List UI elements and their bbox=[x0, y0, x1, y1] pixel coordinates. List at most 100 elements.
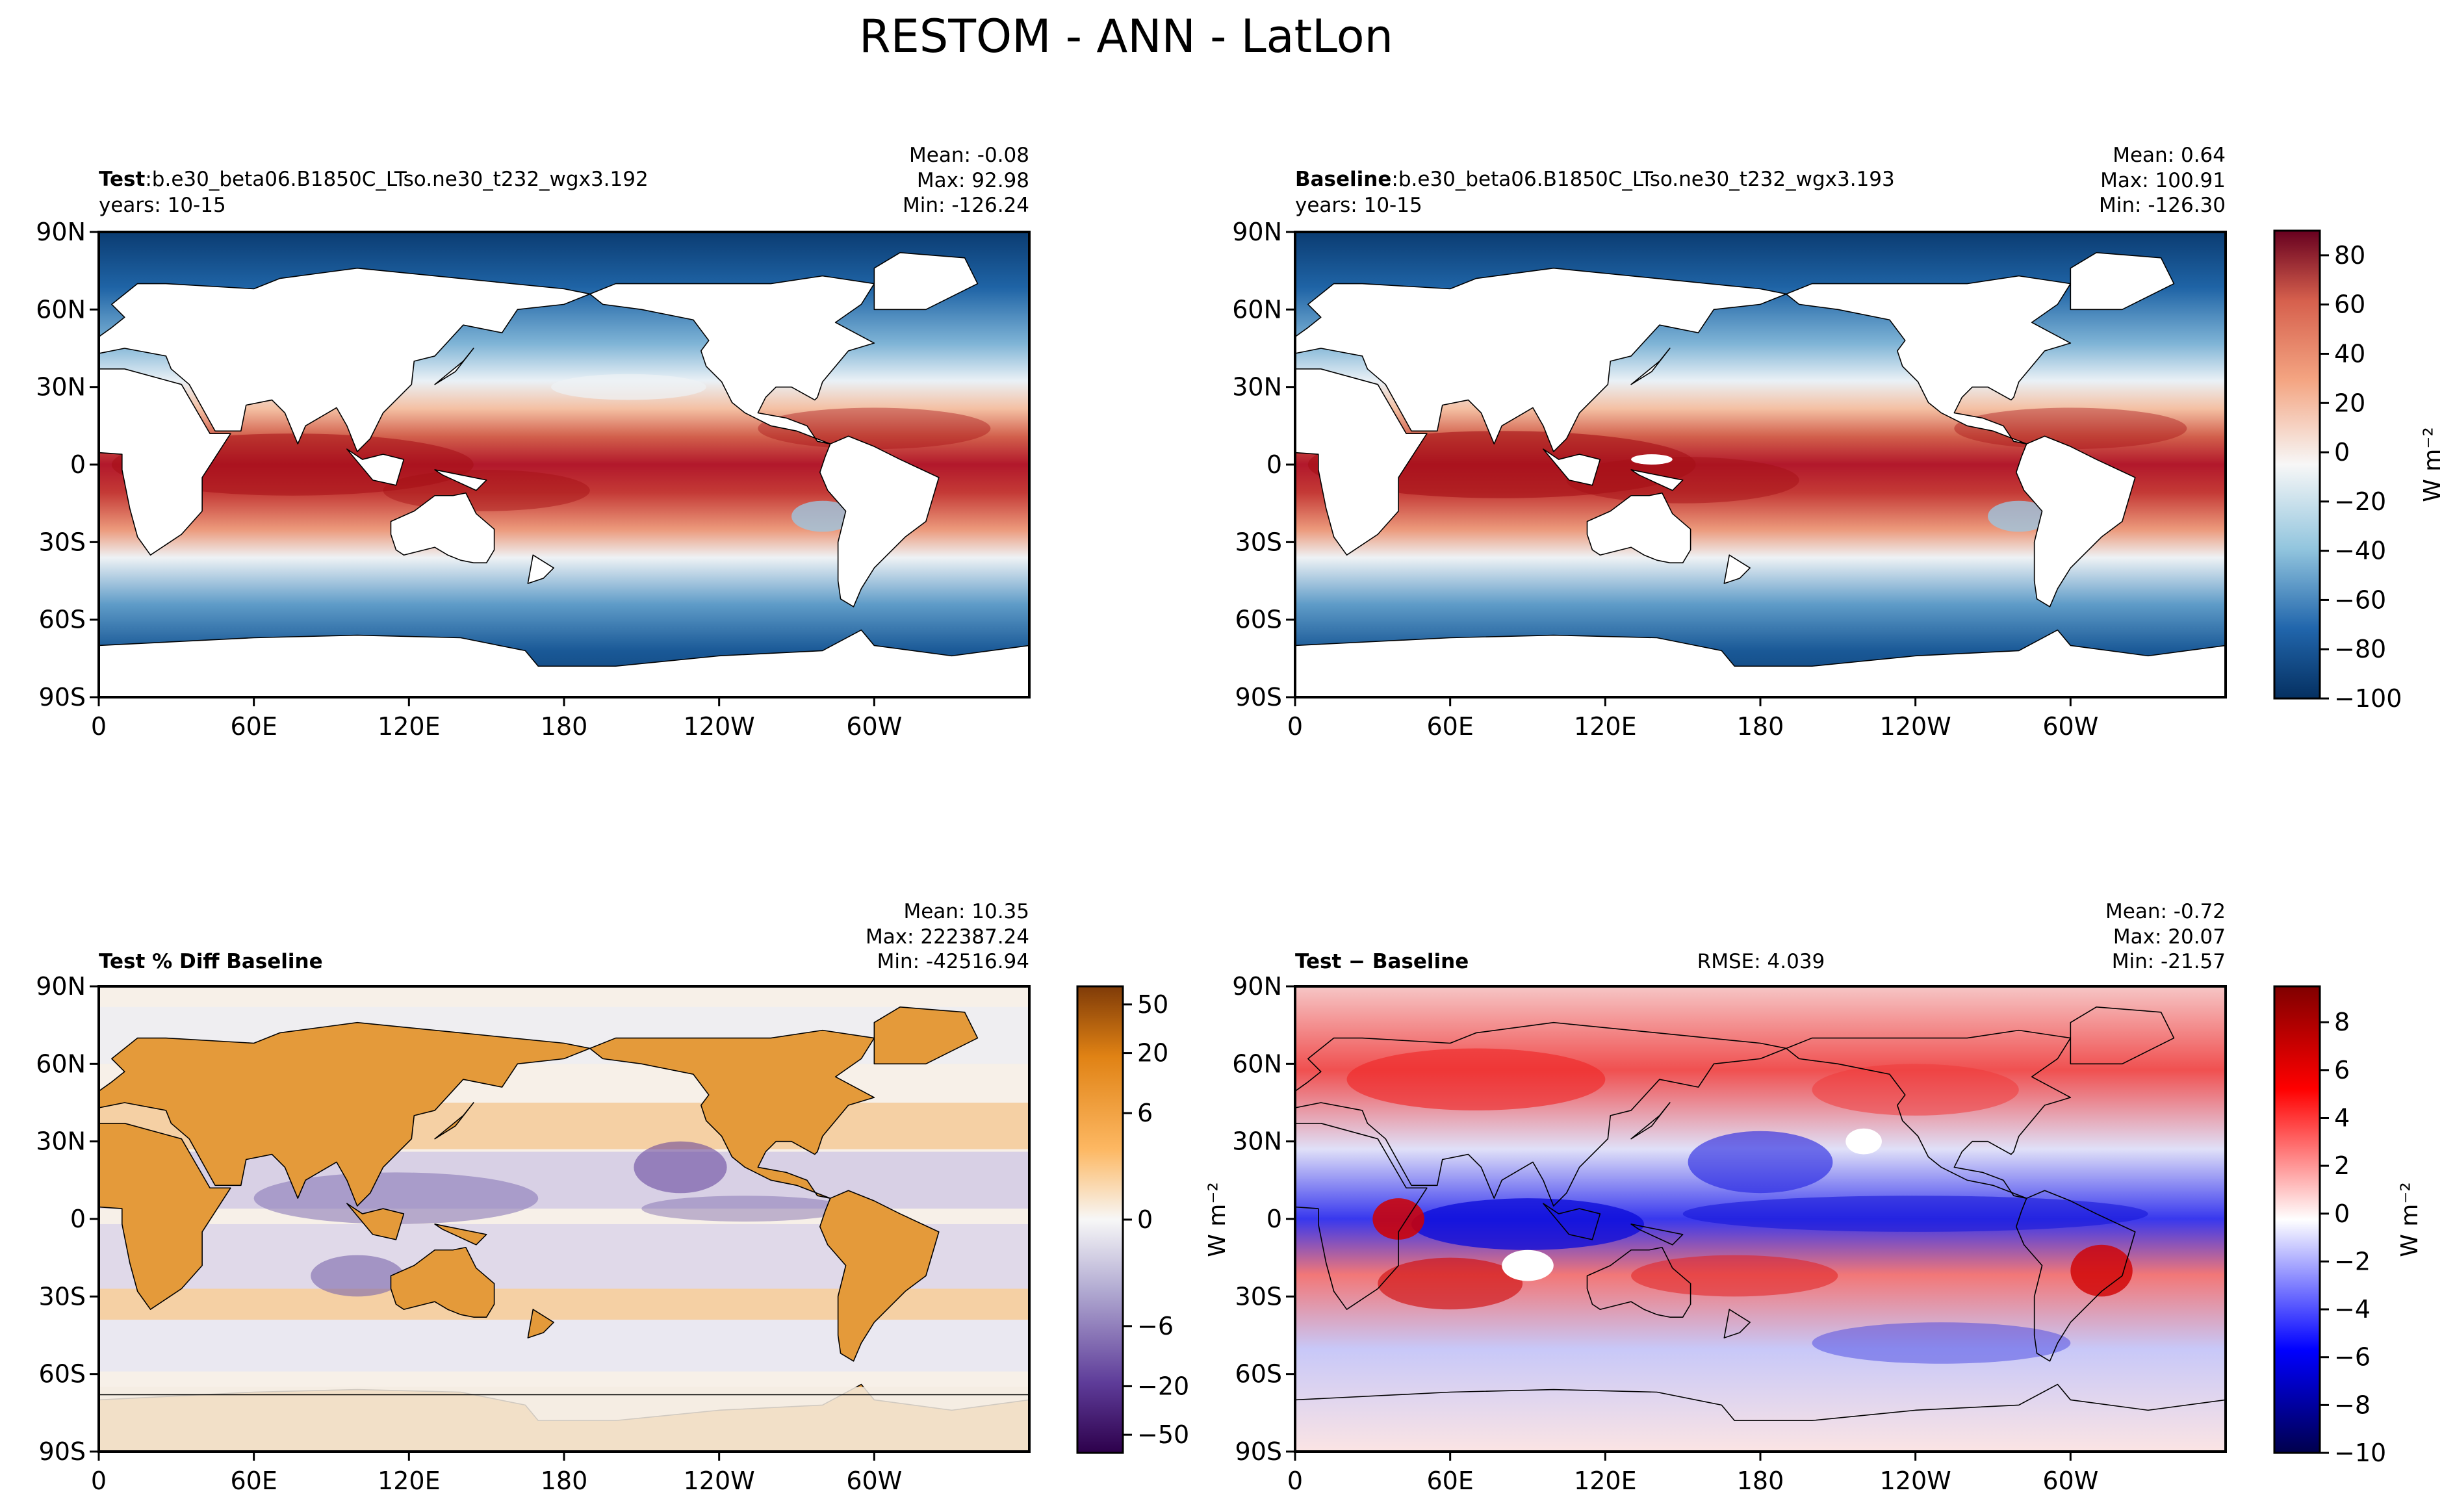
lat-tick-label: 90S bbox=[39, 1437, 86, 1466]
panel-test-max: Max: 92.98 bbox=[917, 169, 1029, 192]
colorbar-tick-label: −20 bbox=[2334, 487, 2386, 516]
panel-baseline-sep: : bbox=[1391, 168, 1398, 191]
colorbar-diff: 8 6 4 2 0 −2 −4 −6 −8 −10 W m⁻² bbox=[2273, 985, 2423, 1467]
colorbar-diff-unit: W m⁻² bbox=[2397, 1182, 2423, 1257]
panel-baseline-min: Min: -126.30 bbox=[2099, 194, 2226, 217]
panel-pctdiff: Test % Diff Baseline Mean: 10.35 Max: 22… bbox=[97, 900, 1031, 1453]
colorbar-tick-label: 2 bbox=[2334, 1151, 2350, 1180]
panel-test-label: Test bbox=[99, 168, 146, 191]
colorbar-main-unit: W m⁻² bbox=[2419, 427, 2446, 502]
lat-tick-label: 0 bbox=[70, 450, 86, 479]
colorbar-tick-label: 40 bbox=[2334, 339, 2365, 368]
lat-tick-label: 60S bbox=[39, 606, 86, 634]
lat-tick-label: 90N bbox=[36, 218, 86, 246]
lon-tick-label: 0 bbox=[91, 1467, 107, 1495]
colorbar-tick-label: −6 bbox=[2334, 1343, 2371, 1372]
lat-tick-label: 90N bbox=[1232, 972, 1282, 1001]
lat-tick-label: 90N bbox=[36, 972, 86, 1001]
lon-tick-label: 120W bbox=[684, 712, 755, 741]
lat-tick-label: 30N bbox=[36, 373, 86, 402]
colorbar-tick-label: 6 bbox=[1137, 1099, 1153, 1127]
lon-tick-label: 180 bbox=[541, 712, 588, 741]
lat-tick-label: 30S bbox=[39, 1282, 86, 1311]
lon-tick-label: 120W bbox=[684, 1467, 755, 1495]
panel-baseline-max: Max: 100.91 bbox=[2100, 169, 2226, 192]
lat-tick-label: 90N bbox=[1232, 218, 1282, 246]
panel-baseline-case: b.e30_beta06.B1850C_LTso.ne30_t232_wgx3.… bbox=[1398, 168, 1895, 191]
lon-tick-label: 120E bbox=[1574, 1467, 1637, 1495]
panel-test: Test:b.e30_beta06.B1850C_LTso.ne30_t232_… bbox=[97, 144, 1031, 698]
colorbar-tick-label: 4 bbox=[2334, 1104, 2350, 1133]
colorbar-tick-label: −100 bbox=[2334, 684, 2402, 713]
lat-tick-label: 60S bbox=[1235, 1360, 1282, 1389]
colorbar-tick-label: 6 bbox=[2334, 1056, 2350, 1084]
colorbar-pct-unit: W m⁻² bbox=[1204, 1182, 1231, 1257]
panel-test-sep: : bbox=[145, 168, 151, 191]
colorbar-pct: 50 20 6 0 −6 −20 −50 bbox=[1076, 985, 1189, 1454]
panel-test-mean: Mean: -0.08 bbox=[909, 144, 1029, 167]
lat-tick-label: 30N bbox=[36, 1127, 86, 1156]
colorbar-tick-label: −60 bbox=[2334, 585, 2386, 614]
lon-tick-label: 0 bbox=[91, 712, 107, 741]
lon-tick-label: 120W bbox=[1880, 1467, 1951, 1495]
panel-diff-min: Min: -21.57 bbox=[2112, 950, 2226, 973]
lon-tick-label: 60E bbox=[1426, 1467, 1473, 1495]
panel-baseline-header: Baseline:b.e30_beta06.B1850C_LTso.ne30_t… bbox=[1295, 168, 1895, 191]
panel-baseline-years: years: 10-15 bbox=[1295, 194, 1422, 217]
lon-tick-label: 60W bbox=[2042, 712, 2098, 741]
panel-pctdiff-min: Min: -42516.94 bbox=[877, 950, 1029, 973]
lon-tick-label: 120E bbox=[1574, 712, 1637, 741]
lat-tick-label: 30N bbox=[1232, 373, 1282, 402]
panel-baseline-mean: Mean: 0.64 bbox=[2113, 144, 2226, 167]
colorbar-tick-label: 60 bbox=[2334, 290, 2365, 319]
lat-tick-label: 60N bbox=[1232, 295, 1282, 324]
colorbar-tick-label: −40 bbox=[2334, 537, 2386, 565]
lat-tick-label: 90S bbox=[1235, 683, 1282, 711]
lon-tick-label: 60W bbox=[846, 1467, 902, 1495]
colorbar-tick-label: 20 bbox=[2334, 389, 2365, 417]
colorbar-tick-label: −50 bbox=[1137, 1420, 1189, 1449]
lat-tick-label: 0 bbox=[1266, 1205, 1282, 1233]
colorbar-tick-label: −6 bbox=[1137, 1312, 1174, 1340]
lat-tick-label: 30S bbox=[1235, 528, 1282, 556]
panel-baseline: Baseline:b.e30_beta06.B1850C_LTso.ne30_t… bbox=[1294, 144, 2227, 698]
lat-tick-label: 60N bbox=[36, 295, 86, 324]
colorbar-tick-label: −10 bbox=[2334, 1439, 2386, 1467]
lat-tick-label: 60S bbox=[39, 1360, 86, 1389]
panel-test-years: years: 10-15 bbox=[99, 194, 226, 217]
colorbar-tick-label: −4 bbox=[2334, 1295, 2371, 1324]
panel-diff-mean: Mean: -0.72 bbox=[2105, 900, 2226, 923]
lat-tick-label: 90S bbox=[39, 683, 86, 711]
lat-tick-label: 60N bbox=[36, 1049, 86, 1078]
map-diff bbox=[1295, 986, 2226, 1452]
panel-diff: Test − Baseline RMSE: 4.039 Mean: -0.72 … bbox=[1294, 900, 2227, 1453]
colorbar-tick-label: 0 bbox=[2334, 438, 2350, 467]
map-test bbox=[99, 232, 1029, 697]
panel-diff-rmse: RMSE: 4.039 bbox=[1697, 950, 1825, 973]
panel-diff-label: Test − Baseline bbox=[1295, 950, 1469, 973]
colorbar-tick-label: 8 bbox=[2334, 1008, 2350, 1036]
lat-tick-label: 30N bbox=[1232, 1127, 1282, 1156]
lat-tick-label: 60N bbox=[1232, 1049, 1282, 1078]
lat-tick-label: 30S bbox=[39, 528, 86, 556]
lon-tick-label: 60W bbox=[846, 712, 902, 741]
panel-pctdiff-mean: Mean: 10.35 bbox=[903, 900, 1029, 923]
lon-tick-label: 180 bbox=[541, 1467, 588, 1495]
lon-tick-label: 60E bbox=[230, 712, 277, 741]
panel-diff-max: Max: 20.07 bbox=[2113, 925, 2226, 949]
lon-tick-label: 0 bbox=[1287, 712, 1303, 741]
colorbar-tick-label: −20 bbox=[1137, 1372, 1189, 1400]
lon-tick-label: 120W bbox=[1880, 712, 1951, 741]
lat-tick-label: 0 bbox=[70, 1205, 86, 1233]
lon-tick-label: 180 bbox=[1737, 712, 1784, 741]
lat-tick-label: 90S bbox=[1235, 1437, 1282, 1466]
panel-baseline-label: Baseline bbox=[1295, 168, 1391, 191]
colorbar-tick-label: 0 bbox=[2334, 1199, 2350, 1228]
colorbar-tick-label: 20 bbox=[1137, 1039, 1168, 1068]
lon-tick-label: 60E bbox=[230, 1467, 277, 1495]
panel-test-case: b.e30_beta06.B1850C_LTso.ne30_t232_wgx3.… bbox=[152, 168, 649, 191]
colorbar-tick-label: −2 bbox=[2334, 1247, 2371, 1275]
colorbar-tick-label: 50 bbox=[1137, 990, 1168, 1019]
panel-pctdiff-label: Test % Diff Baseline bbox=[99, 950, 323, 973]
